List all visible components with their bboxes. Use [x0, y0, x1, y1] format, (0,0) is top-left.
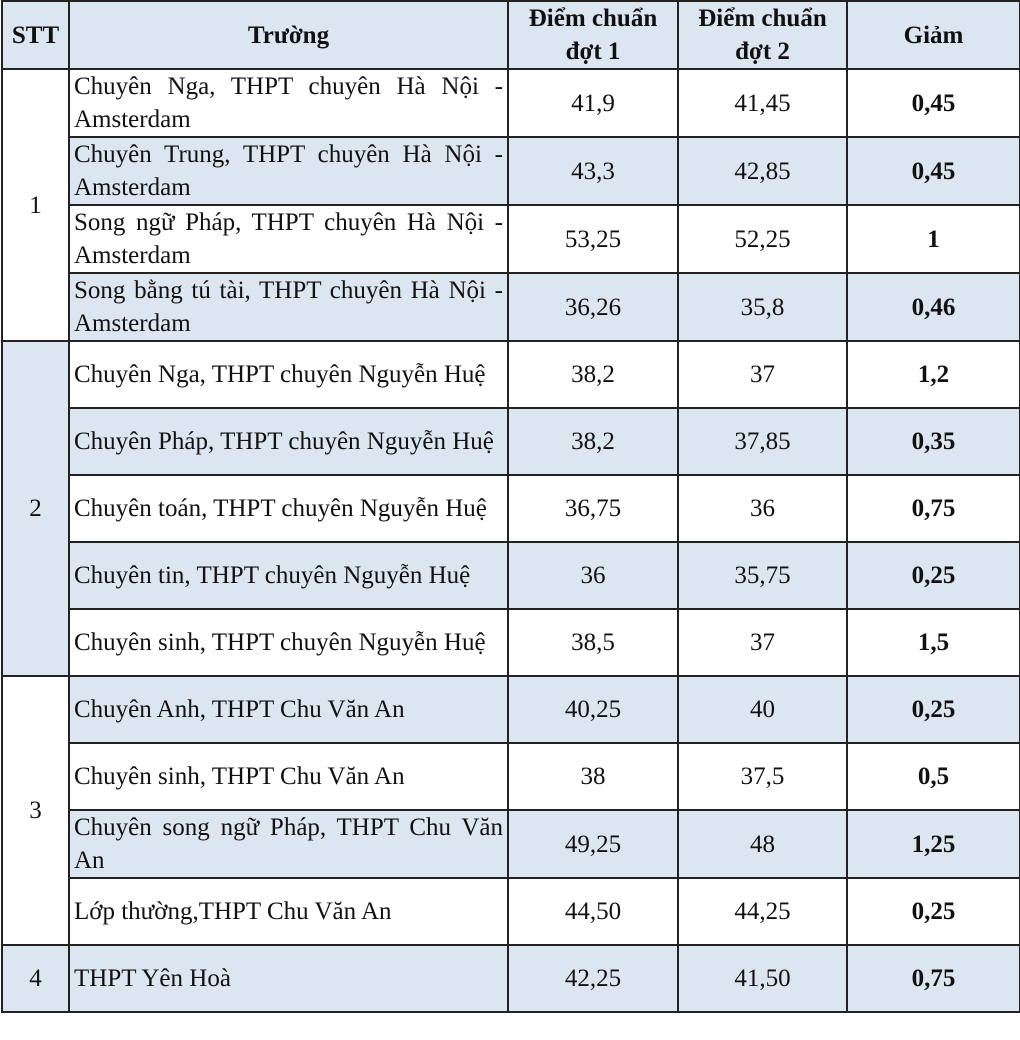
round1-cell: 38,2 — [507, 407, 679, 476]
school-cell: Chuyên sinh, THPT chuyên Nguyễn Huệ — [68, 608, 509, 677]
round1-cell: 44,50 — [507, 877, 679, 946]
decrease-cell: 0,45 — [846, 136, 1020, 206]
stt-cell: 3 — [1, 675, 70, 946]
table-row: Chuyên sinh, THPT chuyên Nguyễn Huệ 38,5 3… — [2, 608, 1020, 677]
round1-cell: 36 — [507, 541, 679, 610]
round1-cell: 36,26 — [507, 272, 679, 342]
table-row: Chuyên sinh, THPT Chu Văn An 38 37,5 0,5 — [2, 742, 1020, 811]
round2-cell: 48 — [677, 809, 848, 879]
decrease-cell: 0,35 — [846, 407, 1020, 476]
stt-cell: 1 — [1, 68, 70, 342]
round2-cell: 52,25 — [677, 204, 848, 274]
round2-cell: 37,5 — [677, 742, 848, 811]
round1-cell: 42,25 — [507, 944, 679, 1013]
table-row: Chuyên song ngữ Pháp, THPT Chu Văn An 49,… — [2, 809, 1020, 879]
school-cell: Chuyên tin, THPT chuyên Nguyễn Huệ — [68, 541, 509, 610]
round2-cell: 36 — [677, 474, 848, 543]
decrease-cell: 1,25 — [846, 809, 1020, 879]
round1-cell: 36,75 — [507, 474, 679, 543]
header-row: STT Trường Điểm chuẩn đợt 1 Điểm chuẩn đ… — [1, 0, 1020, 70]
table-row: Lớp thường,THPT Chu Văn An 44,50 44,25 0,25 — [2, 877, 1020, 946]
table-row: Song bằng tú tài, THPT chuyên Hà Nội - A… — [2, 272, 1020, 342]
table-row: 3 Chuyên Anh, THPT Chu Văn An 40,25 40 0,25 — [1, 675, 1020, 946]
school-cell: Chuyên Nga, THPT chuyên Hà Nội - Amsterd… — [68, 68, 509, 138]
school-cell: Song bằng tú tài, THPT chuyên Hà Nội - A… — [68, 272, 509, 342]
decrease-cell: 0,25 — [846, 675, 1020, 744]
decrease-cell: 0,25 — [846, 877, 1020, 946]
round2-cell: 37 — [677, 608, 848, 677]
round1-cell: 53,25 — [507, 204, 679, 274]
round2-cell: 41,50 — [677, 944, 848, 1013]
school-cell: Chuyên Pháp, THPT chuyên Nguyễn Huệ — [68, 407, 509, 476]
school-cell: Chuyên song ngữ Pháp, THPT Chu Văn An — [68, 809, 509, 879]
stt-cell: 4 — [1, 944, 70, 1013]
decrease-cell: 0,75 — [846, 474, 1020, 543]
school-cell: Lớp thường,THPT Chu Văn An — [68, 877, 509, 946]
round2-cell: 35,8 — [677, 272, 848, 342]
table-row: Chuyên tin, THPT chuyên Nguyễn Huệ 36 35,7… — [2, 541, 1020, 610]
round1-cell: 40,25 — [507, 675, 679, 744]
header-cell: Giảm — [846, 0, 1020, 70]
round1-cell: 38 — [507, 742, 679, 811]
round1-cell: 41,9 — [507, 68, 679, 138]
school-cell: THPT Yên Hoà — [68, 944, 509, 1013]
school-cell: Chuyên sinh, THPT Chu Văn An — [68, 742, 509, 811]
header-cell: STT — [1, 0, 70, 70]
school-cell: Chuyên toán, THPT chuyên Nguyễn Huệ — [68, 474, 509, 543]
school-cell: Chuyên Anh, THPT Chu Văn An — [68, 675, 509, 744]
table-row: Chuyên Pháp, THPT chuyên Nguyễn Huệ 38,2 3… — [2, 407, 1020, 476]
decrease-cell: 0,45 — [846, 68, 1020, 138]
header-cell: Điểm chuẩn đợt 1 — [507, 0, 679, 70]
round2-cell: 41,45 — [677, 68, 848, 138]
table-row: 2 Chuyên Nga, THPT chuyên Nguyễn Huệ 38,2 3… — [1, 340, 1020, 677]
round2-cell: 42,85 — [677, 136, 848, 206]
table-row: 1 Chuyên Nga, THPT chuyên Hà Nội - Amster… — [1, 68, 1020, 342]
decrease-cell: 1,5 — [846, 608, 1020, 677]
round1-cell: 43,3 — [507, 136, 679, 206]
round2-cell: 44,25 — [677, 877, 848, 946]
decrease-cell: 1,2 — [846, 340, 1020, 409]
decrease-cell: 0,75 — [846, 944, 1020, 1013]
round2-cell: 37 — [677, 340, 848, 409]
round1-cell: 38,5 — [507, 608, 679, 677]
stt-cell: 2 — [1, 340, 70, 677]
round2-cell: 40 — [677, 675, 848, 744]
header-cell: Trường — [68, 0, 509, 70]
table-row: Song ngữ Pháp, THPT chuyên Hà Nội - Amst… — [2, 204, 1020, 274]
round1-cell: 38,2 — [507, 340, 679, 409]
table-row: 4 THPT Yên Hoà 42,25 41,50 0,75 — [1, 944, 1020, 1013]
decrease-cell: 0,25 — [846, 541, 1020, 610]
decrease-cell: 0,46 — [846, 272, 1020, 342]
decrease-cell: 1 — [846, 204, 1020, 274]
table-row: Chuyên Trung, THPT chuyên Hà Nội - Amste… — [2, 136, 1020, 206]
school-cell: Chuyên Nga, THPT chuyên Nguyễn Huệ — [68, 340, 509, 409]
table-row: Chuyên toán, THPT chuyên Nguyễn Huệ 36,75… — [2, 474, 1020, 543]
header-cell: Điểm chuẩn đợt 2 — [677, 0, 848, 70]
round1-cell: 49,25 — [507, 809, 679, 879]
decrease-cell: 0,5 — [846, 742, 1020, 811]
round2-cell: 35,75 — [677, 541, 848, 610]
school-cell: Chuyên Trung, THPT chuyên Hà Nội - Amste… — [68, 136, 509, 206]
table-body: 1 Chuyên Nga, THPT chuyên Hà Nội - Amster… — [1, 68, 1020, 1013]
score-table: STT Trường Điểm chuẩn đợt 1 Điểm chuẩn đ… — [1, 0, 1020, 1013]
school-cell: Song ngữ Pháp, THPT chuyên Hà Nội - Amst… — [68, 204, 509, 274]
round2-cell: 37,85 — [677, 407, 848, 476]
